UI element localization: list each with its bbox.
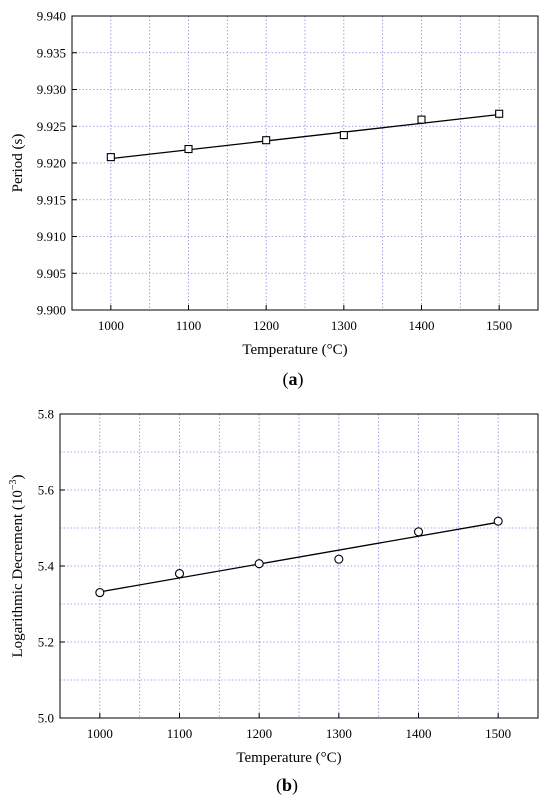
x-tick-label: 1400: [409, 318, 435, 333]
x-tick-label: 1000: [87, 726, 113, 741]
y-tick-label: 5.6: [38, 483, 55, 498]
x-tick-label: 1500: [486, 318, 512, 333]
y-tick-label: 5.0: [38, 711, 54, 726]
data-point: [413, 527, 424, 537]
data-point: [106, 153, 115, 162]
data-point: [417, 115, 426, 124]
x-tick-label: 1200: [246, 726, 272, 741]
y-axis-label-main: Logarithmic Decrement (10: [10, 490, 26, 657]
fit-line: [99, 521, 499, 593]
panel-label: (a): [283, 369, 304, 390]
panel-label: (b): [276, 775, 298, 796]
y-axis-label-exponent: −3: [8, 479, 19, 490]
y-tick-label: 5.4: [38, 559, 55, 574]
y-tick-label: 5.8: [38, 407, 54, 422]
y-tick-label: 5.2: [38, 635, 54, 650]
y-tick-label: 9.940: [37, 9, 66, 24]
x-tick-label: 1500: [485, 726, 511, 741]
data-point: [339, 131, 348, 140]
grid: [60, 413, 538, 719]
fit-line: [110, 113, 500, 160]
x-tick-label: 1100: [176, 318, 202, 333]
y-axis-label-close: ): [10, 474, 26, 479]
y-tick-label: 9.920: [37, 156, 66, 171]
x-tick-label: 1000: [98, 318, 124, 333]
y-tick-label: 9.935: [37, 45, 66, 60]
y-tick-label: 9.915: [37, 192, 66, 207]
data-point: [262, 136, 271, 145]
x-tick-label: 1300: [331, 318, 357, 333]
x-tick-label: 1300: [326, 726, 352, 741]
data-point: [495, 109, 504, 118]
data-point: [334, 554, 344, 564]
y-tick-label: 9.910: [37, 229, 66, 244]
data-point: [254, 559, 264, 569]
chart-panel-b: 1000 1100 1200 1300 1400 1500 5.0 5.2 5.4 5.6 5.8 T…: [8, 407, 539, 796]
y-tick-label: 9.905: [37, 266, 66, 281]
y-tick-label: 9.900: [37, 303, 66, 318]
x-axis-label: Temperature (°C): [242, 342, 347, 358]
y-tick-label: 9.930: [37, 82, 66, 97]
y-tick-label: 9.925: [37, 119, 66, 134]
x-axis-label: Temperature (°C): [236, 750, 341, 766]
data-point: [174, 569, 185, 579]
grid: [72, 15, 538, 311]
data-point: [493, 516, 503, 526]
data-point: [184, 144, 193, 154]
x-tick-label: 1200: [253, 318, 279, 333]
chart-panel-a: 1000 1100 1200 1300 1400 1500 9.900 9.905 9.910 9…: [10, 9, 539, 390]
x-tick-label: 1100: [167, 726, 193, 741]
y-axis-label: Logarithmic Decrement (10−3): [8, 474, 26, 657]
y-axis-label: Period (s): [10, 134, 26, 193]
data-point: [95, 588, 105, 598]
x-tick-label: 1400: [406, 726, 432, 741]
